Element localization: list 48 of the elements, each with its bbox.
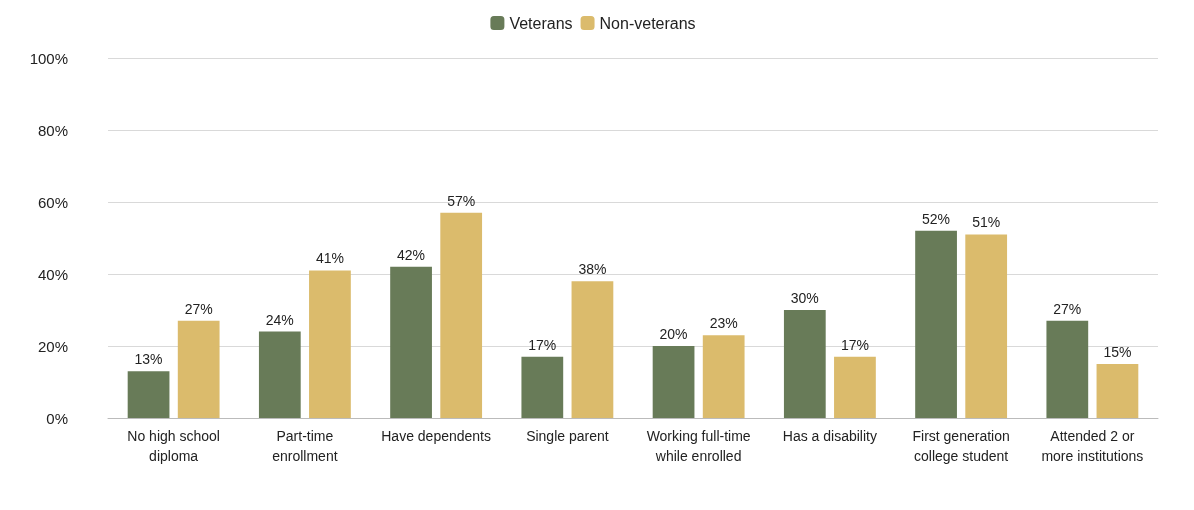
legend-label: Non-veterans (599, 14, 696, 32)
data-label: 57% (447, 192, 476, 209)
x-tick-label: Part-time enrollment (272, 428, 338, 464)
bar (702, 335, 745, 418)
bar (1096, 364, 1139, 418)
bar (965, 234, 1008, 418)
bar (915, 230, 957, 418)
bar (440, 212, 483, 418)
bar (1046, 320, 1089, 418)
bar (127, 371, 170, 418)
bar (258, 331, 301, 418)
x-tick-label: First generation college student (912, 428, 1010, 464)
x-tick-label: Have dependents (381, 428, 492, 444)
data-label: 15% (1103, 344, 1132, 360)
data-label: 30% (790, 290, 819, 306)
data-label: 24% (265, 311, 294, 328)
data-label: 27% (1053, 300, 1082, 317)
bar (390, 266, 432, 418)
data-label: 27% (184, 300, 213, 317)
y-tick-label: 60% (37, 193, 68, 211)
y-tick-label: 40% (37, 265, 68, 283)
x-tick-label: No high school diploma (127, 428, 220, 464)
y-tick-label: 0% (46, 409, 68, 427)
data-label: 20% (659, 326, 688, 342)
x-tick-label: Single parent (526, 428, 609, 444)
bar (309, 270, 351, 418)
y-tick-label: 100% (29, 49, 68, 67)
bar (652, 346, 695, 418)
data-label: 41% (315, 250, 344, 267)
data-label: 13% (134, 351, 163, 368)
data-label: 17% (528, 336, 557, 353)
x-tick-label: Attended 2 or more institutions (1041, 428, 1144, 464)
legend-label: Veterans (509, 14, 573, 32)
data-label: 38% (578, 261, 607, 278)
x-tick-label: Working full-time while enrolled (646, 428, 751, 464)
data-label: 52% (922, 210, 951, 227)
data-label: 42% (397, 246, 426, 263)
bar (571, 281, 614, 418)
bar (177, 320, 220, 418)
bar (834, 356, 876, 418)
y-tick-label: 20% (37, 337, 68, 355)
data-label: 23% (709, 315, 738, 332)
data-label: 51% (972, 214, 1001, 231)
y-tick-label: 80% (37, 121, 68, 139)
data-label: 17% (840, 336, 869, 353)
bar (783, 310, 826, 418)
x-tick-label: Has a disability (782, 428, 877, 444)
bar (521, 356, 564, 418)
